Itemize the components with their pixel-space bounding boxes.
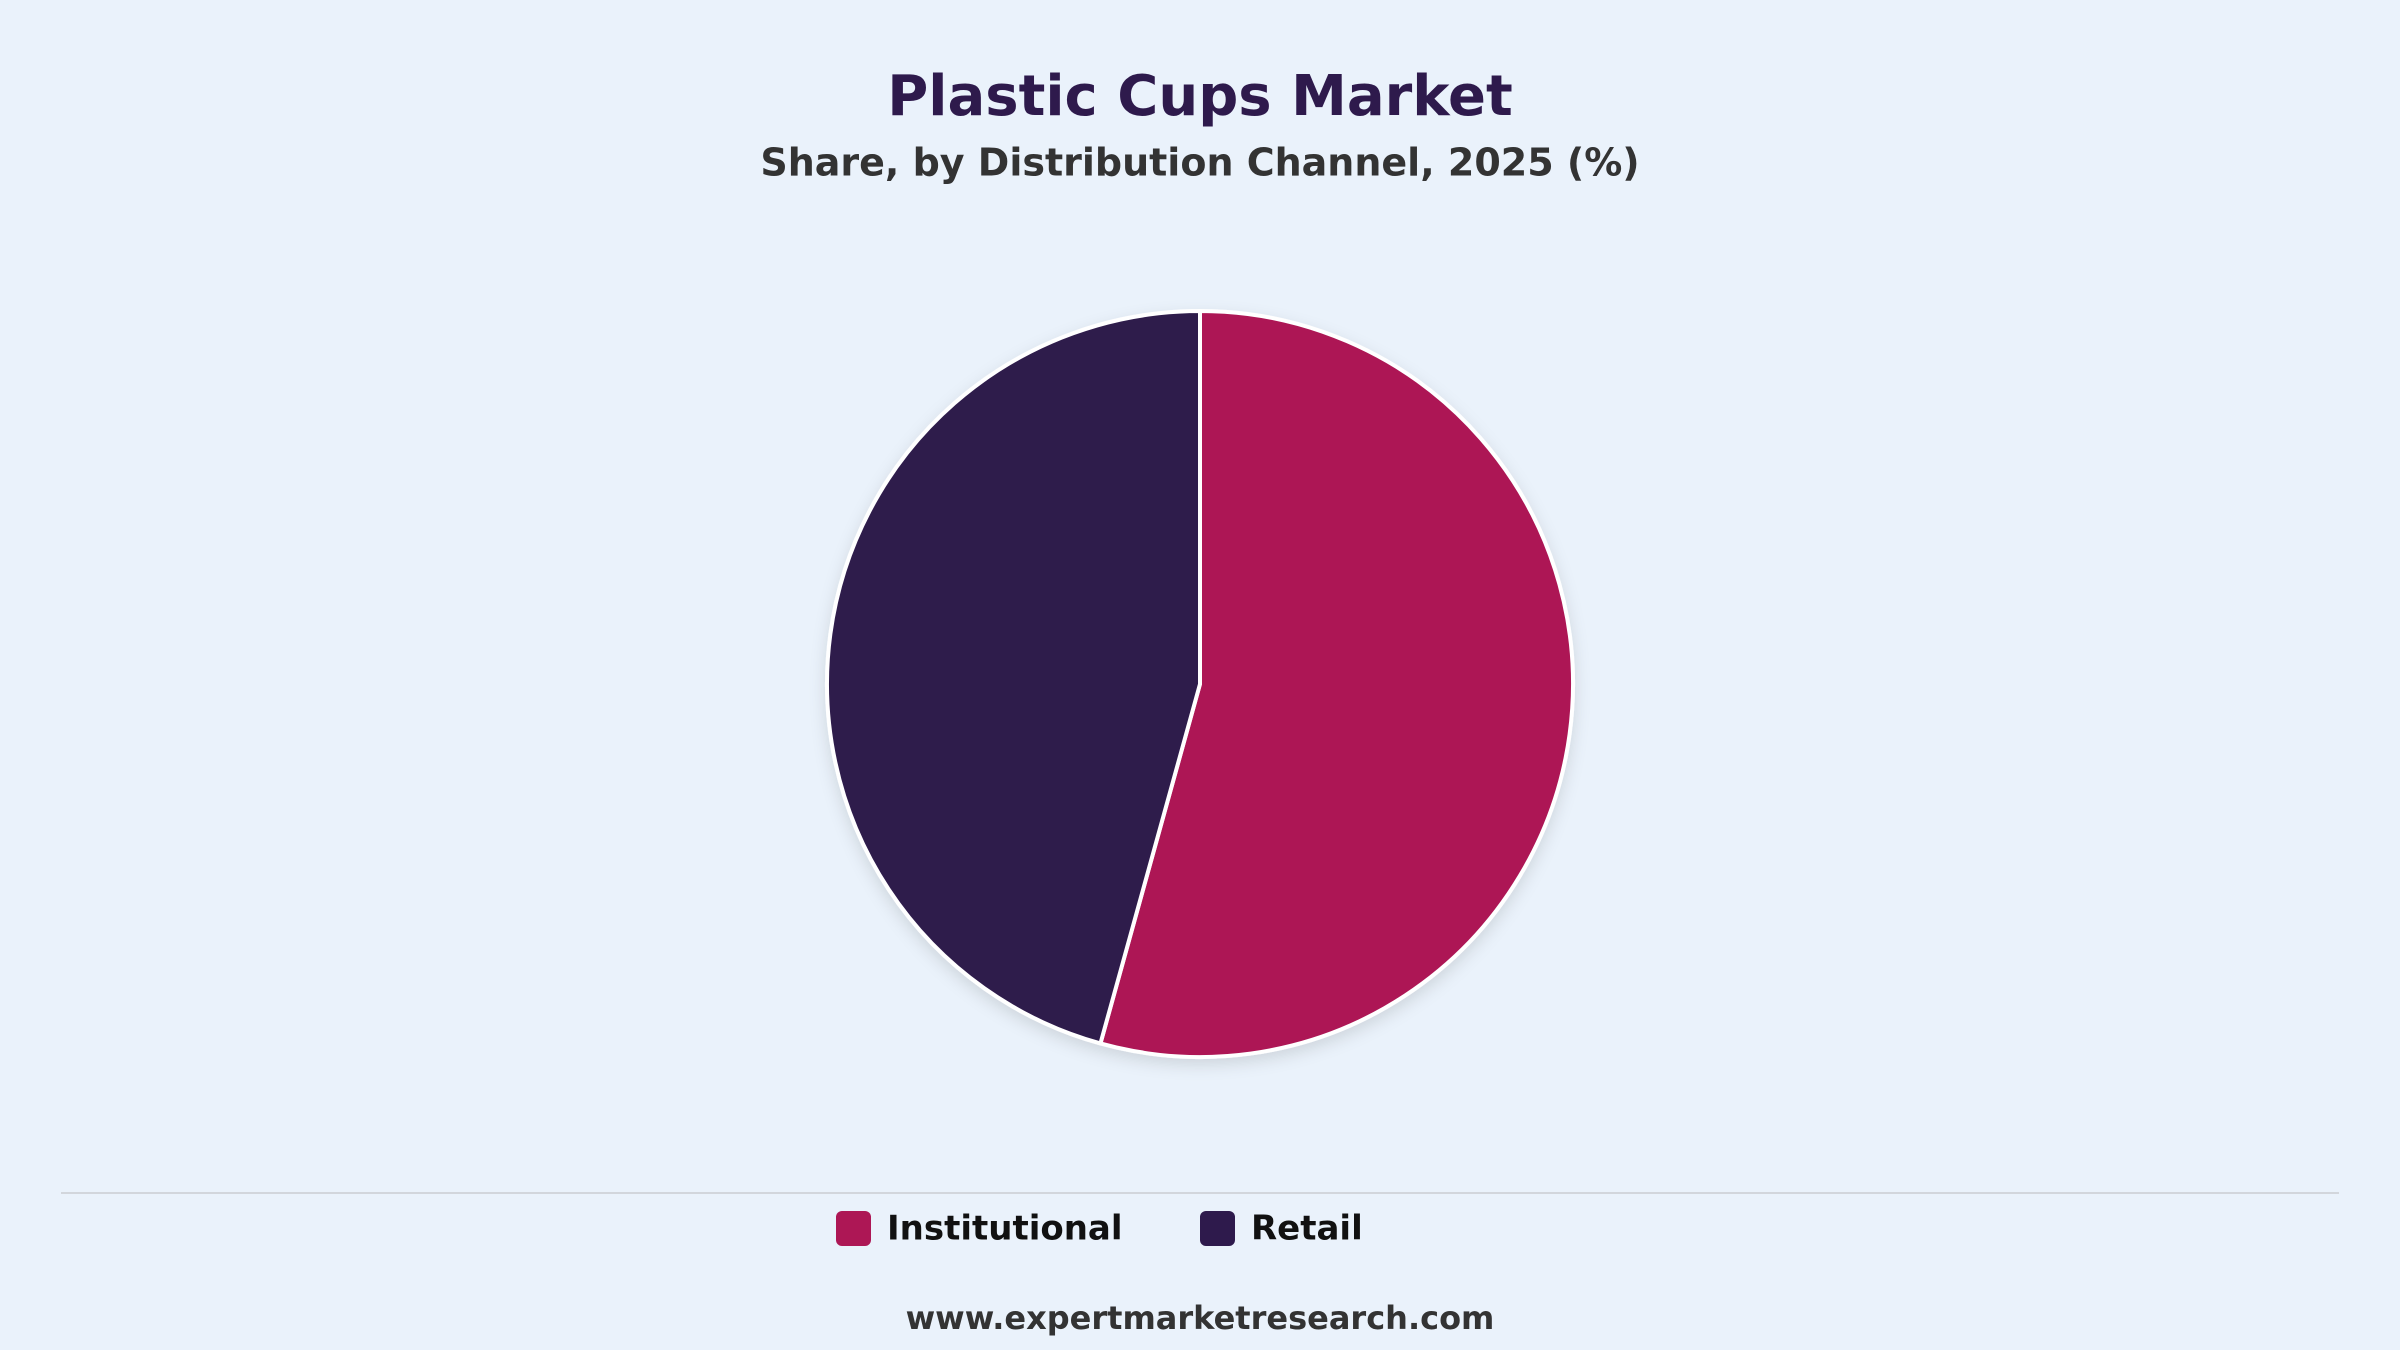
footer-url: www.expertmarketresearch.com — [906, 1299, 1495, 1337]
legend: Institutional Retail — [836, 1209, 1363, 1249]
pie-slice — [1098, 309, 1575, 1059]
legend-swatch — [1200, 1211, 1235, 1246]
chart-title: Plastic Cups Market — [887, 64, 1513, 129]
legend-label: Retail — [1251, 1209, 1363, 1249]
chart-subtitle: Share, by Distribution Channel, 2025 (%) — [760, 141, 1639, 185]
legend-label: Institutional — [887, 1209, 1123, 1249]
pie — [825, 309, 1575, 1059]
pie-slice — [825, 309, 1202, 1046]
legend-swatch — [836, 1211, 871, 1246]
